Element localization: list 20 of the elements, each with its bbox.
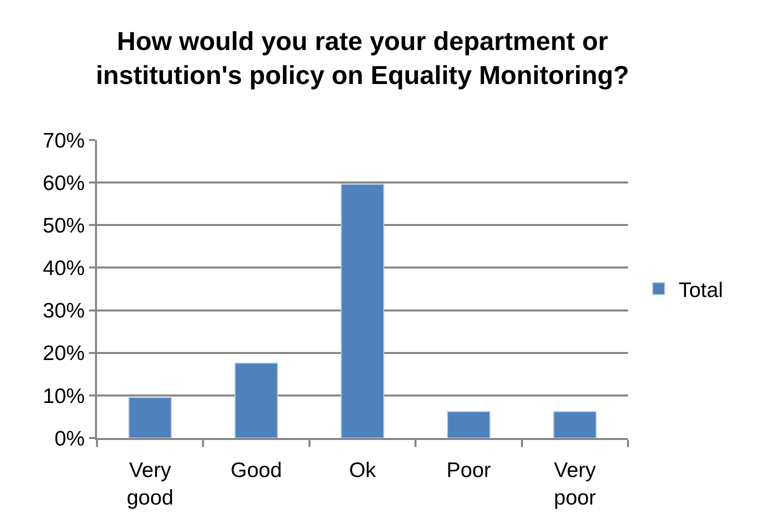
bar	[446, 411, 490, 438]
y-tick-label: 50%	[42, 214, 85, 238]
x-tick-label: Very poor	[554, 459, 596, 510]
x-tick-label: Ok	[349, 459, 376, 482]
y-tick-label: 30%	[42, 300, 85, 323]
bar	[234, 362, 278, 438]
chart-title: How would you rate your department or institution's policy on Equality Monitoring?	[96, 26, 630, 90]
x-tick-label: Poor	[446, 459, 491, 482]
y-tick-label: 60%	[42, 172, 85, 195]
y-tick-label: 70%	[42, 129, 85, 152]
x-tick-label: Good	[230, 459, 282, 482]
bar	[553, 411, 597, 438]
legend-label: Total	[678, 278, 723, 302]
bar	[128, 397, 172, 438]
x-tick-label: Very good	[126, 459, 174, 510]
y-tick-label: 40%	[42, 257, 85, 280]
y-tick-label: 20%	[42, 342, 85, 366]
y-tick-label: 0%	[54, 427, 85, 450]
bar	[340, 184, 384, 438]
y-tick-label: 10%	[42, 384, 85, 408]
